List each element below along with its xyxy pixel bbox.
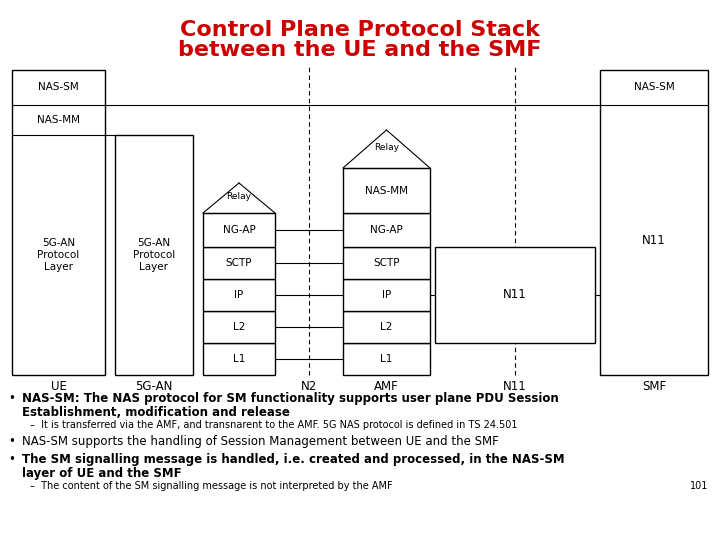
Text: NAS-MM: NAS-MM bbox=[365, 186, 408, 195]
Bar bbox=[343, 343, 430, 375]
Text: N2: N2 bbox=[301, 381, 317, 394]
Text: layer of UE and the SMF: layer of UE and the SMF bbox=[22, 467, 181, 480]
Text: 5G-AN
Protocol
Layer: 5G-AN Protocol Layer bbox=[37, 238, 80, 272]
Text: AMF: AMF bbox=[374, 381, 399, 394]
Bar bbox=[203, 247, 275, 279]
Bar bbox=[203, 213, 275, 247]
Bar bbox=[600, 70, 708, 375]
Text: IP: IP bbox=[235, 290, 243, 300]
Text: –  The content of the SM signalling message is not interpreted by the AMF: – The content of the SM signalling messa… bbox=[30, 481, 392, 491]
Text: NAS-SM: NAS-SM bbox=[634, 83, 675, 92]
Text: L1: L1 bbox=[380, 354, 392, 364]
Text: N11: N11 bbox=[503, 288, 527, 301]
Text: Control Plane Protocol Stack: Control Plane Protocol Stack bbox=[180, 20, 540, 40]
Text: N11: N11 bbox=[503, 381, 527, 394]
Bar bbox=[343, 168, 430, 213]
Bar bbox=[203, 311, 275, 343]
Text: IP: IP bbox=[382, 290, 391, 300]
Text: NAS-MM: NAS-MM bbox=[37, 115, 80, 125]
Text: between the UE and the SMF: between the UE and the SMF bbox=[179, 40, 541, 60]
Text: 5G-AN: 5G-AN bbox=[135, 381, 173, 394]
Text: Relay: Relay bbox=[374, 143, 399, 152]
Bar bbox=[203, 343, 275, 375]
Text: NAS-SM supports the handling of Session Management between UE and the SMF: NAS-SM supports the handling of Session … bbox=[22, 435, 499, 448]
Text: L2: L2 bbox=[233, 322, 246, 332]
Text: SMF: SMF bbox=[642, 381, 666, 394]
Text: •: • bbox=[8, 453, 15, 466]
Bar bbox=[115, 135, 193, 375]
Text: –  It is transferred via the AMF, and transnarent to the AMF. 5G NAS protocol is: – It is transferred via the AMF, and tra… bbox=[30, 420, 518, 430]
Text: •: • bbox=[8, 435, 15, 448]
Text: NAS-SM: NAS-SM bbox=[38, 83, 79, 92]
Text: NAS-SM: The NAS protocol for SM functionality supports user plane PDU Session: NAS-SM: The NAS protocol for SM function… bbox=[22, 392, 559, 405]
Text: Relay: Relay bbox=[227, 192, 251, 201]
Text: UE: UE bbox=[50, 381, 66, 394]
Text: 5G-AN
Protocol
Layer: 5G-AN Protocol Layer bbox=[133, 238, 175, 272]
Bar bbox=[343, 279, 430, 311]
Text: 101: 101 bbox=[690, 481, 708, 491]
Text: •: • bbox=[8, 392, 15, 405]
Bar bbox=[343, 311, 430, 343]
Bar bbox=[12, 70, 105, 375]
Bar bbox=[435, 247, 595, 343]
Text: Establishment, modification and release: Establishment, modification and release bbox=[22, 406, 290, 419]
Text: NG-AP: NG-AP bbox=[370, 225, 403, 235]
Bar bbox=[343, 213, 430, 247]
Text: L2: L2 bbox=[380, 322, 392, 332]
Text: N11: N11 bbox=[642, 233, 666, 246]
Text: L1: L1 bbox=[233, 354, 246, 364]
Text: The SM signalling message is handled, i.e. created and processed, in the NAS-SM: The SM signalling message is handled, i.… bbox=[22, 453, 564, 466]
Bar bbox=[203, 279, 275, 311]
Text: SCTP: SCTP bbox=[373, 258, 400, 268]
Text: SCTP: SCTP bbox=[226, 258, 252, 268]
Text: NG-AP: NG-AP bbox=[222, 225, 256, 235]
Bar bbox=[343, 247, 430, 279]
